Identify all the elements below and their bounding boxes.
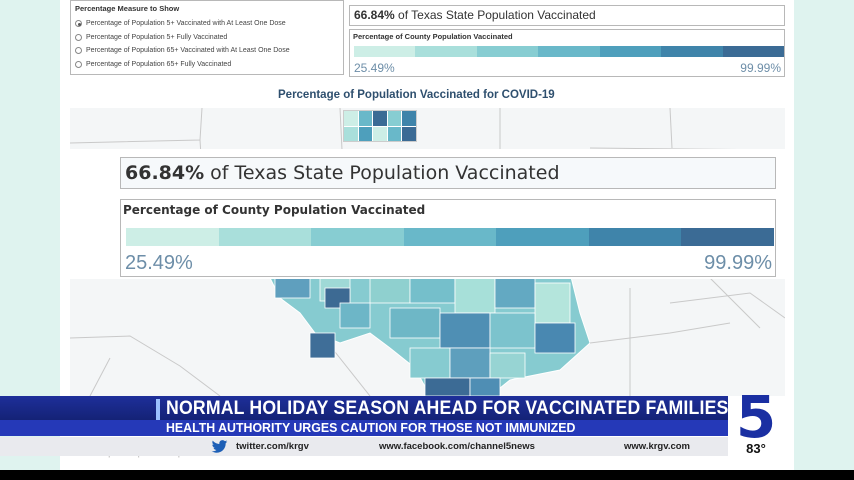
color-scale-step: [415, 46, 477, 57]
subhead-text: HEALTH AUTHORITY URGES CAUTION FOR THOSE…: [166, 420, 576, 435]
state-stat-value: 66.84%: [354, 8, 395, 22]
zoomed-stat-overlay: 66.84% of Texas State Population Vaccina…: [70, 149, 785, 279]
color-scale-step: [311, 228, 404, 246]
color-scale-step: [681, 228, 775, 246]
color-scale-step: [722, 46, 784, 57]
mini-legend-cell: [387, 111, 402, 126]
color-scale-bar: [354, 46, 784, 57]
subhead-bar: [0, 420, 728, 436]
facebook-url: www.facebook.com/channel5news: [379, 441, 535, 452]
county-legend-small: Percentage of County Population Vaccinat…: [349, 29, 785, 77]
color-scale-step: [403, 228, 497, 246]
state-stat-label-large: of Texas State Population Vaccinated: [204, 162, 560, 184]
county-legend-title-large: Percentage of County Population Vaccinat…: [123, 203, 426, 217]
county-legend-large: Percentage of County Population Vaccinat…: [120, 199, 776, 277]
measure-panel-title: Percentage Measure to Show: [75, 4, 180, 13]
mini-legend-cell: [358, 126, 373, 141]
legend-min-value-large: 25.49%: [125, 252, 193, 274]
mini-legend-cell: [402, 126, 416, 141]
mini-legend-cell: [344, 111, 358, 126]
color-scale-step: [476, 46, 539, 57]
color-scale-step: [354, 46, 416, 57]
color-scale-step: [588, 228, 682, 246]
radio-selected-icon[interactable]: [75, 20, 82, 28]
county-legend-title: Percentage of County Population Vaccinat…: [353, 32, 513, 41]
mini-color-legend: [343, 110, 417, 142]
color-scale-step: [599, 46, 662, 57]
mini-legend-cell: [358, 111, 373, 126]
color-scale-bar-large: [126, 228, 775, 246]
temperature-readout: 83°: [746, 441, 766, 456]
radio-option-5plus-one-dose[interactable]: Percentage of Population 5+ Vaccinated w…: [75, 17, 339, 31]
radio-option-5plus-full[interactable]: Percentage of Population 5+ Fully Vaccin…: [75, 31, 339, 45]
mini-legend-cell: [373, 126, 387, 141]
mini-legend-cell: [402, 111, 416, 126]
headline-text: NORMAL HOLIDAY SEASON AHEAD FOR VACCINAT…: [166, 398, 729, 419]
radio-icon[interactable]: [75, 60, 82, 68]
headline-bar: [0, 396, 728, 434]
website-url: www.krgv.com: [624, 441, 690, 452]
twitter-handle: twitter.com/krgv: [236, 441, 309, 452]
color-scale-step: [496, 228, 589, 246]
state-stat-large: 66.84% of Texas State Population Vaccina…: [120, 157, 776, 189]
twitter-bird-icon: [211, 440, 228, 453]
color-scale-step: [538, 46, 600, 57]
legend-min-value: 25.49%: [354, 61, 395, 75]
mini-legend-cell: [344, 126, 358, 141]
radio-label: Percentage of Population 65+ Vaccinated …: [86, 47, 290, 55]
mini-legend-cell: [387, 126, 402, 141]
radio-icon[interactable]: [75, 47, 82, 55]
radio-icon[interactable]: [75, 33, 82, 41]
radio-label: Percentage of Population 5+ Fully Vaccin…: [86, 33, 228, 41]
legend-max-value: 99.99%: [740, 61, 781, 75]
channel-5-logo: 5: [735, 383, 777, 451]
state-stat-label: of Texas State Population Vaccinated: [394, 8, 596, 22]
radio-label: Percentage of Population 65+ Fully Vacci…: [86, 60, 232, 68]
measure-panel: Percentage Measure to Show Percentage of…: [70, 0, 344, 75]
radio-option-65plus-full[interactable]: Percentage of Population 65+ Fully Vacci…: [75, 58, 339, 72]
radio-label: Percentage of Population 5+ Vaccinated w…: [86, 20, 286, 28]
color-scale-step: [218, 228, 312, 246]
broadcast-frame: Percentage Measure to Show Percentage of…: [0, 0, 854, 470]
map-title: Percentage of Population Vaccinated for …: [278, 89, 555, 101]
headline-accent: [156, 399, 160, 434]
social-bar: [0, 437, 728, 456]
state-stat-value-large: 66.84%: [125, 162, 205, 184]
radio-option-65plus-one-dose[interactable]: Percentage of Population 65+ Vaccinated …: [75, 44, 339, 58]
channel-logo-box: [728, 396, 784, 456]
legend-max-value-large: 99.99%: [704, 252, 772, 274]
color-scale-step: [661, 46, 723, 57]
mini-legend-cell: [373, 111, 387, 126]
state-stat-small: 66.84% of Texas State Population Vaccina…: [349, 5, 785, 26]
gulf-lines: [589, 292, 785, 344]
color-scale-step: [126, 228, 219, 246]
